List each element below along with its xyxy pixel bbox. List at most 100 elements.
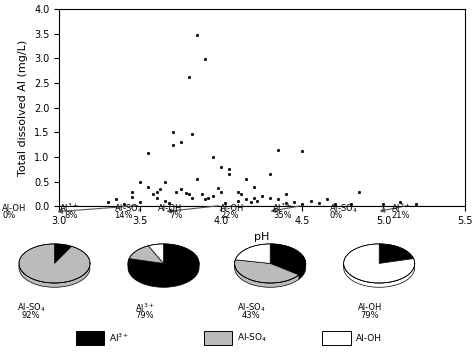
Text: 0%: 0% [2, 211, 16, 220]
Wedge shape [55, 244, 72, 263]
Text: Al$^{3+}$: Al$^{3+}$ [135, 302, 154, 314]
Point [145, 150, 152, 156]
Point [266, 172, 274, 177]
Point [283, 191, 290, 197]
Polygon shape [344, 265, 415, 287]
Text: Al-OH: Al-OH [2, 204, 27, 213]
Point [128, 189, 136, 194]
Point [161, 179, 168, 185]
Point [299, 148, 306, 154]
Point [234, 189, 241, 194]
Wedge shape [19, 244, 90, 283]
Point [205, 195, 212, 200]
Point [153, 195, 160, 200]
Point [214, 185, 222, 190]
Text: Al$^{3+}$: Al$^{3+}$ [391, 202, 410, 214]
Point [169, 130, 176, 135]
Point [315, 200, 322, 205]
Text: Al-SO$_4$: Al-SO$_4$ [114, 202, 142, 215]
Text: 22%: 22% [220, 211, 239, 220]
Point [253, 198, 261, 203]
Point [185, 191, 193, 197]
Point [347, 201, 355, 207]
Point [161, 198, 168, 203]
Text: Al$^{3+}$: Al$^{3+}$ [59, 202, 78, 214]
Wedge shape [148, 244, 164, 263]
Point [188, 195, 196, 200]
Text: 8%: 8% [65, 211, 78, 220]
Text: Al-SO$_4$: Al-SO$_4$ [237, 332, 267, 345]
Point [172, 189, 180, 194]
Point [153, 189, 160, 194]
Point [247, 199, 255, 204]
Point [291, 199, 298, 204]
Point [323, 196, 330, 202]
X-axis label: pH: pH [254, 232, 270, 242]
Point [177, 186, 184, 192]
Point [104, 199, 112, 204]
Text: 35%: 35% [273, 211, 292, 220]
Point [128, 194, 136, 199]
Point [307, 198, 314, 203]
Point [198, 191, 206, 197]
Point [221, 200, 228, 205]
Point [185, 74, 193, 80]
Text: 92%: 92% [21, 310, 40, 320]
Text: Al-SO$_4$: Al-SO$_4$ [329, 202, 358, 215]
Text: 7%: 7% [169, 211, 182, 220]
Polygon shape [299, 264, 306, 279]
Point [120, 201, 128, 207]
Polygon shape [19, 265, 90, 287]
Text: 0%: 0% [329, 211, 343, 220]
Wedge shape [235, 260, 299, 283]
Wedge shape [379, 244, 414, 263]
Point [258, 193, 265, 198]
Point [331, 201, 338, 207]
Wedge shape [129, 246, 164, 263]
Text: Al-SO$_4$: Al-SO$_4$ [17, 302, 45, 314]
Point [237, 191, 245, 197]
Point [201, 196, 209, 202]
Point [156, 186, 164, 192]
Point [166, 200, 173, 205]
Point [137, 179, 144, 185]
Point [188, 131, 196, 137]
Point [137, 199, 144, 204]
Polygon shape [235, 264, 299, 287]
Point [218, 189, 225, 194]
Point [242, 177, 249, 182]
Point [149, 191, 157, 197]
Point [274, 196, 282, 202]
Point [210, 154, 217, 160]
Point [412, 201, 419, 207]
Point [274, 147, 282, 152]
Point [112, 196, 120, 202]
Wedge shape [270, 244, 306, 275]
Point [242, 196, 249, 202]
Point [169, 142, 176, 148]
Wedge shape [235, 244, 270, 263]
Wedge shape [344, 244, 415, 283]
Text: Al-OH: Al-OH [356, 334, 382, 343]
Point [182, 190, 190, 195]
Y-axis label: Total dissolved Al (mg/L): Total dissolved Al (mg/L) [18, 40, 28, 176]
Text: Al-OH: Al-OH [357, 303, 382, 313]
Text: 14%: 14% [114, 211, 132, 220]
Point [299, 201, 306, 207]
Point [210, 193, 217, 198]
Text: Al-OH: Al-OH [158, 204, 182, 213]
Point [177, 140, 184, 145]
Point [201, 57, 209, 62]
Point [145, 184, 152, 189]
Point [234, 198, 241, 203]
Text: Al-SO$_4$: Al-SO$_4$ [237, 302, 265, 314]
Point [226, 167, 233, 172]
Text: 79%: 79% [135, 310, 154, 320]
Point [218, 164, 225, 170]
Point [283, 200, 290, 205]
Text: Al-OH: Al-OH [220, 204, 245, 213]
Text: Al$^{3+}$: Al$^{3+}$ [109, 332, 129, 344]
Text: 43%: 43% [242, 310, 261, 320]
Polygon shape [128, 265, 199, 287]
Point [380, 201, 387, 207]
